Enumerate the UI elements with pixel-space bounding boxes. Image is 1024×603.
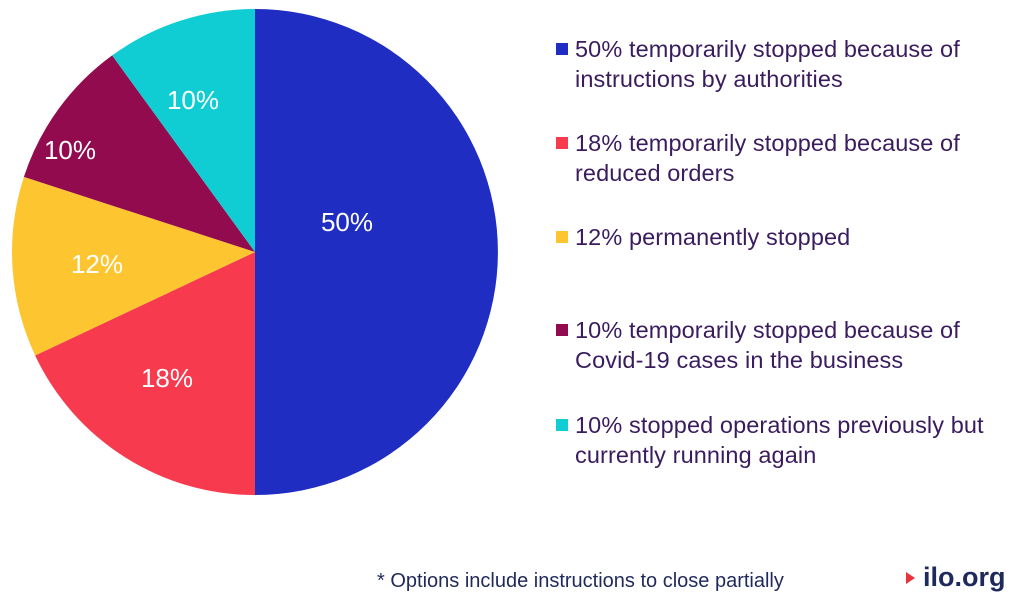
legend-item-covid-cases: 10% temporarily stopped because of Covid… <box>556 315 1022 375</box>
footnote: * Options include instructions to close … <box>377 570 784 592</box>
legend-swatch <box>556 231 568 243</box>
legend-item-authorities: 50% temporarily stopped because of instr… <box>556 34 1022 94</box>
legend-label: 18% temporarily stopped because of reduc… <box>575 130 960 186</box>
pie-slice-label-4: 10% <box>44 135 96 165</box>
legend-label: 10% temporarily stopped because of Covid… <box>575 317 960 373</box>
legend-swatch <box>556 137 568 149</box>
legend-swatch <box>556 324 568 336</box>
pie-slice-label-5: 10% <box>167 85 219 115</box>
pie-slice-3 <box>11 176 255 356</box>
legend-label: 12% permanently stopped <box>575 224 851 250</box>
pie-slice-5 <box>112 9 255 252</box>
pie-slice-1 <box>255 9 498 495</box>
legend-swatch <box>556 43 568 55</box>
pie-slice-4 <box>23 55 256 252</box>
pie-chart: 50% 18% 12% 10% 10% <box>11 9 498 495</box>
pie-slice-label-2: 18% <box>141 363 193 393</box>
ilo-logo[interactable]: ilo.org <box>906 562 1006 593</box>
legend-item-running-again: 10% stopped operations previously but cu… <box>556 410 1022 470</box>
legend-label: 10% stopped operations previously but cu… <box>575 412 984 468</box>
legend-label: 50% temporarily stopped because of instr… <box>575 36 960 92</box>
legend-item-permanently-stopped: 12% permanently stopped <box>556 222 850 252</box>
pie-slice-2 <box>35 252 255 495</box>
legend-swatch <box>556 419 568 431</box>
pie-slice-label-3: 12% <box>71 249 123 279</box>
play-arrow-icon <box>906 571 915 584</box>
pie-slice-label-1: 50% <box>321 207 373 237</box>
legend-item-reduced-orders: 18% temporarily stopped because of reduc… <box>556 128 1022 188</box>
logo-text: ilo.org <box>923 562 1006 592</box>
